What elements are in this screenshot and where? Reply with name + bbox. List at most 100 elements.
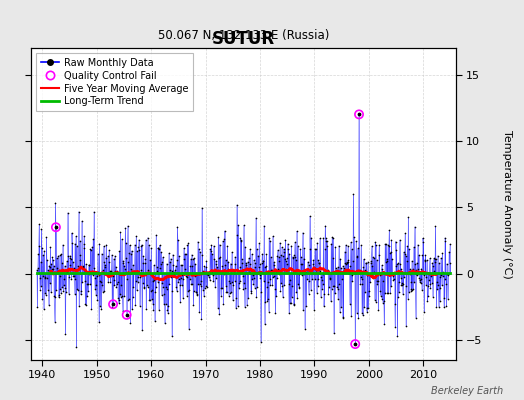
Point (238, 256, 246, 262)
Point (438, 250, 446, 256)
Point (350, 270, 358, 277)
Point (198, 252, 206, 259)
Point (350, 234, 358, 240)
Point (204, 274, 213, 280)
Point (410, 244, 418, 250)
Point (263, 298, 271, 304)
Point (245, 270, 254, 276)
Point (357, 276, 366, 282)
Point (262, 251, 270, 258)
Point (409, 266, 417, 272)
Point (83, 280, 91, 287)
Point (93, 273, 101, 280)
Point (158, 259, 167, 265)
Y-axis label: Temperature Anomaly (°C): Temperature Anomaly (°C) (502, 130, 512, 278)
Point (185, 286, 193, 293)
Point (402, 322, 410, 329)
Point (341, 260, 350, 266)
Point (339, 262, 347, 269)
Point (231, 278, 239, 284)
Point (180, 251, 189, 258)
Point (348, 278, 357, 284)
Point (352, 238, 361, 244)
Point (319, 234, 328, 241)
Point (127, 266, 135, 272)
Point (282, 261, 291, 267)
Point (275, 258, 283, 264)
Point (226, 260, 235, 267)
Point (215, 241, 224, 248)
Point (416, 279, 424, 285)
Point (177, 262, 185, 268)
Point (121, 266, 129, 272)
Point (328, 234, 336, 240)
Point (384, 242, 392, 248)
Point (344, 243, 352, 250)
Point (72, 233, 80, 240)
Point (162, 260, 171, 267)
Point (342, 259, 351, 266)
Point (247, 288, 255, 295)
Point (443, 296, 452, 302)
Point (257, 339, 265, 345)
Point (284, 246, 292, 252)
Point (308, 270, 316, 276)
Point (150, 277, 159, 284)
Point (108, 304, 116, 310)
Point (191, 273, 199, 279)
Point (232, 295, 241, 302)
Point (184, 326, 193, 332)
Point (408, 286, 417, 293)
Point (366, 260, 375, 266)
Point (187, 251, 195, 258)
Point (43, 274, 51, 281)
Point (394, 294, 402, 300)
Point (311, 276, 320, 282)
Point (339, 314, 347, 320)
Point (62, 267, 71, 274)
Point (244, 258, 252, 265)
Point (165, 281, 173, 288)
Point (73, 243, 81, 249)
Point (48, 254, 57, 261)
Point (356, 266, 364, 273)
Point (381, 259, 390, 266)
Point (407, 286, 416, 292)
Point (212, 257, 220, 264)
Point (156, 264, 165, 271)
Point (221, 262, 230, 268)
Point (435, 298, 444, 304)
Point (370, 297, 379, 303)
Point (50, 293, 58, 299)
Point (192, 270, 200, 276)
Point (293, 243, 302, 249)
Point (225, 280, 234, 286)
Point (42, 292, 50, 298)
Point (405, 246, 413, 252)
Point (436, 255, 445, 261)
Point (130, 269, 138, 275)
Point (309, 257, 318, 263)
Point (223, 242, 232, 249)
Point (58, 284, 67, 290)
Point (369, 254, 377, 260)
Point (101, 262, 110, 268)
Point (175, 253, 183, 259)
Point (269, 262, 278, 268)
Point (260, 321, 269, 328)
Point (40, 274, 49, 281)
Point (312, 246, 320, 252)
Point (167, 274, 176, 280)
Point (227, 249, 236, 255)
Point (265, 276, 274, 282)
Point (362, 260, 370, 266)
Point (110, 282, 118, 288)
Point (71, 275, 80, 282)
Point (408, 258, 416, 264)
Point (121, 225, 129, 231)
Point (280, 282, 289, 288)
Point (78, 218, 86, 224)
Point (355, 111, 363, 118)
Point (425, 270, 433, 277)
Point (201, 285, 209, 292)
